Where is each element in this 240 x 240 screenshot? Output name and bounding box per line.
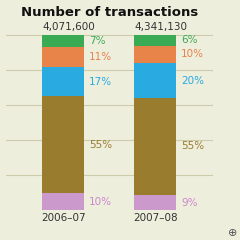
Bar: [134, 195, 176, 210]
Title: Number of transactions: Number of transactions: [21, 6, 198, 18]
Bar: [134, 35, 176, 46]
Text: ⊕: ⊕: [228, 228, 238, 238]
Bar: [42, 96, 84, 193]
Bar: [134, 46, 176, 63]
Text: 55%: 55%: [89, 140, 112, 150]
Text: 55%: 55%: [181, 141, 204, 151]
Bar: [42, 193, 84, 210]
Text: 17%: 17%: [89, 77, 112, 87]
Bar: [134, 63, 176, 98]
Text: 10%: 10%: [181, 49, 204, 60]
Text: 4,071,600: 4,071,600: [42, 22, 95, 32]
Text: 4,341,130: 4,341,130: [134, 22, 187, 32]
Text: 6%: 6%: [181, 35, 198, 45]
Text: 7%: 7%: [89, 36, 106, 46]
Bar: [42, 35, 84, 48]
Bar: [134, 98, 176, 195]
Text: 20%: 20%: [181, 76, 204, 86]
Text: 10%: 10%: [89, 197, 112, 207]
Text: 9%: 9%: [181, 198, 198, 208]
Bar: [42, 48, 84, 67]
Text: 11%: 11%: [89, 52, 112, 62]
Bar: [42, 67, 84, 96]
